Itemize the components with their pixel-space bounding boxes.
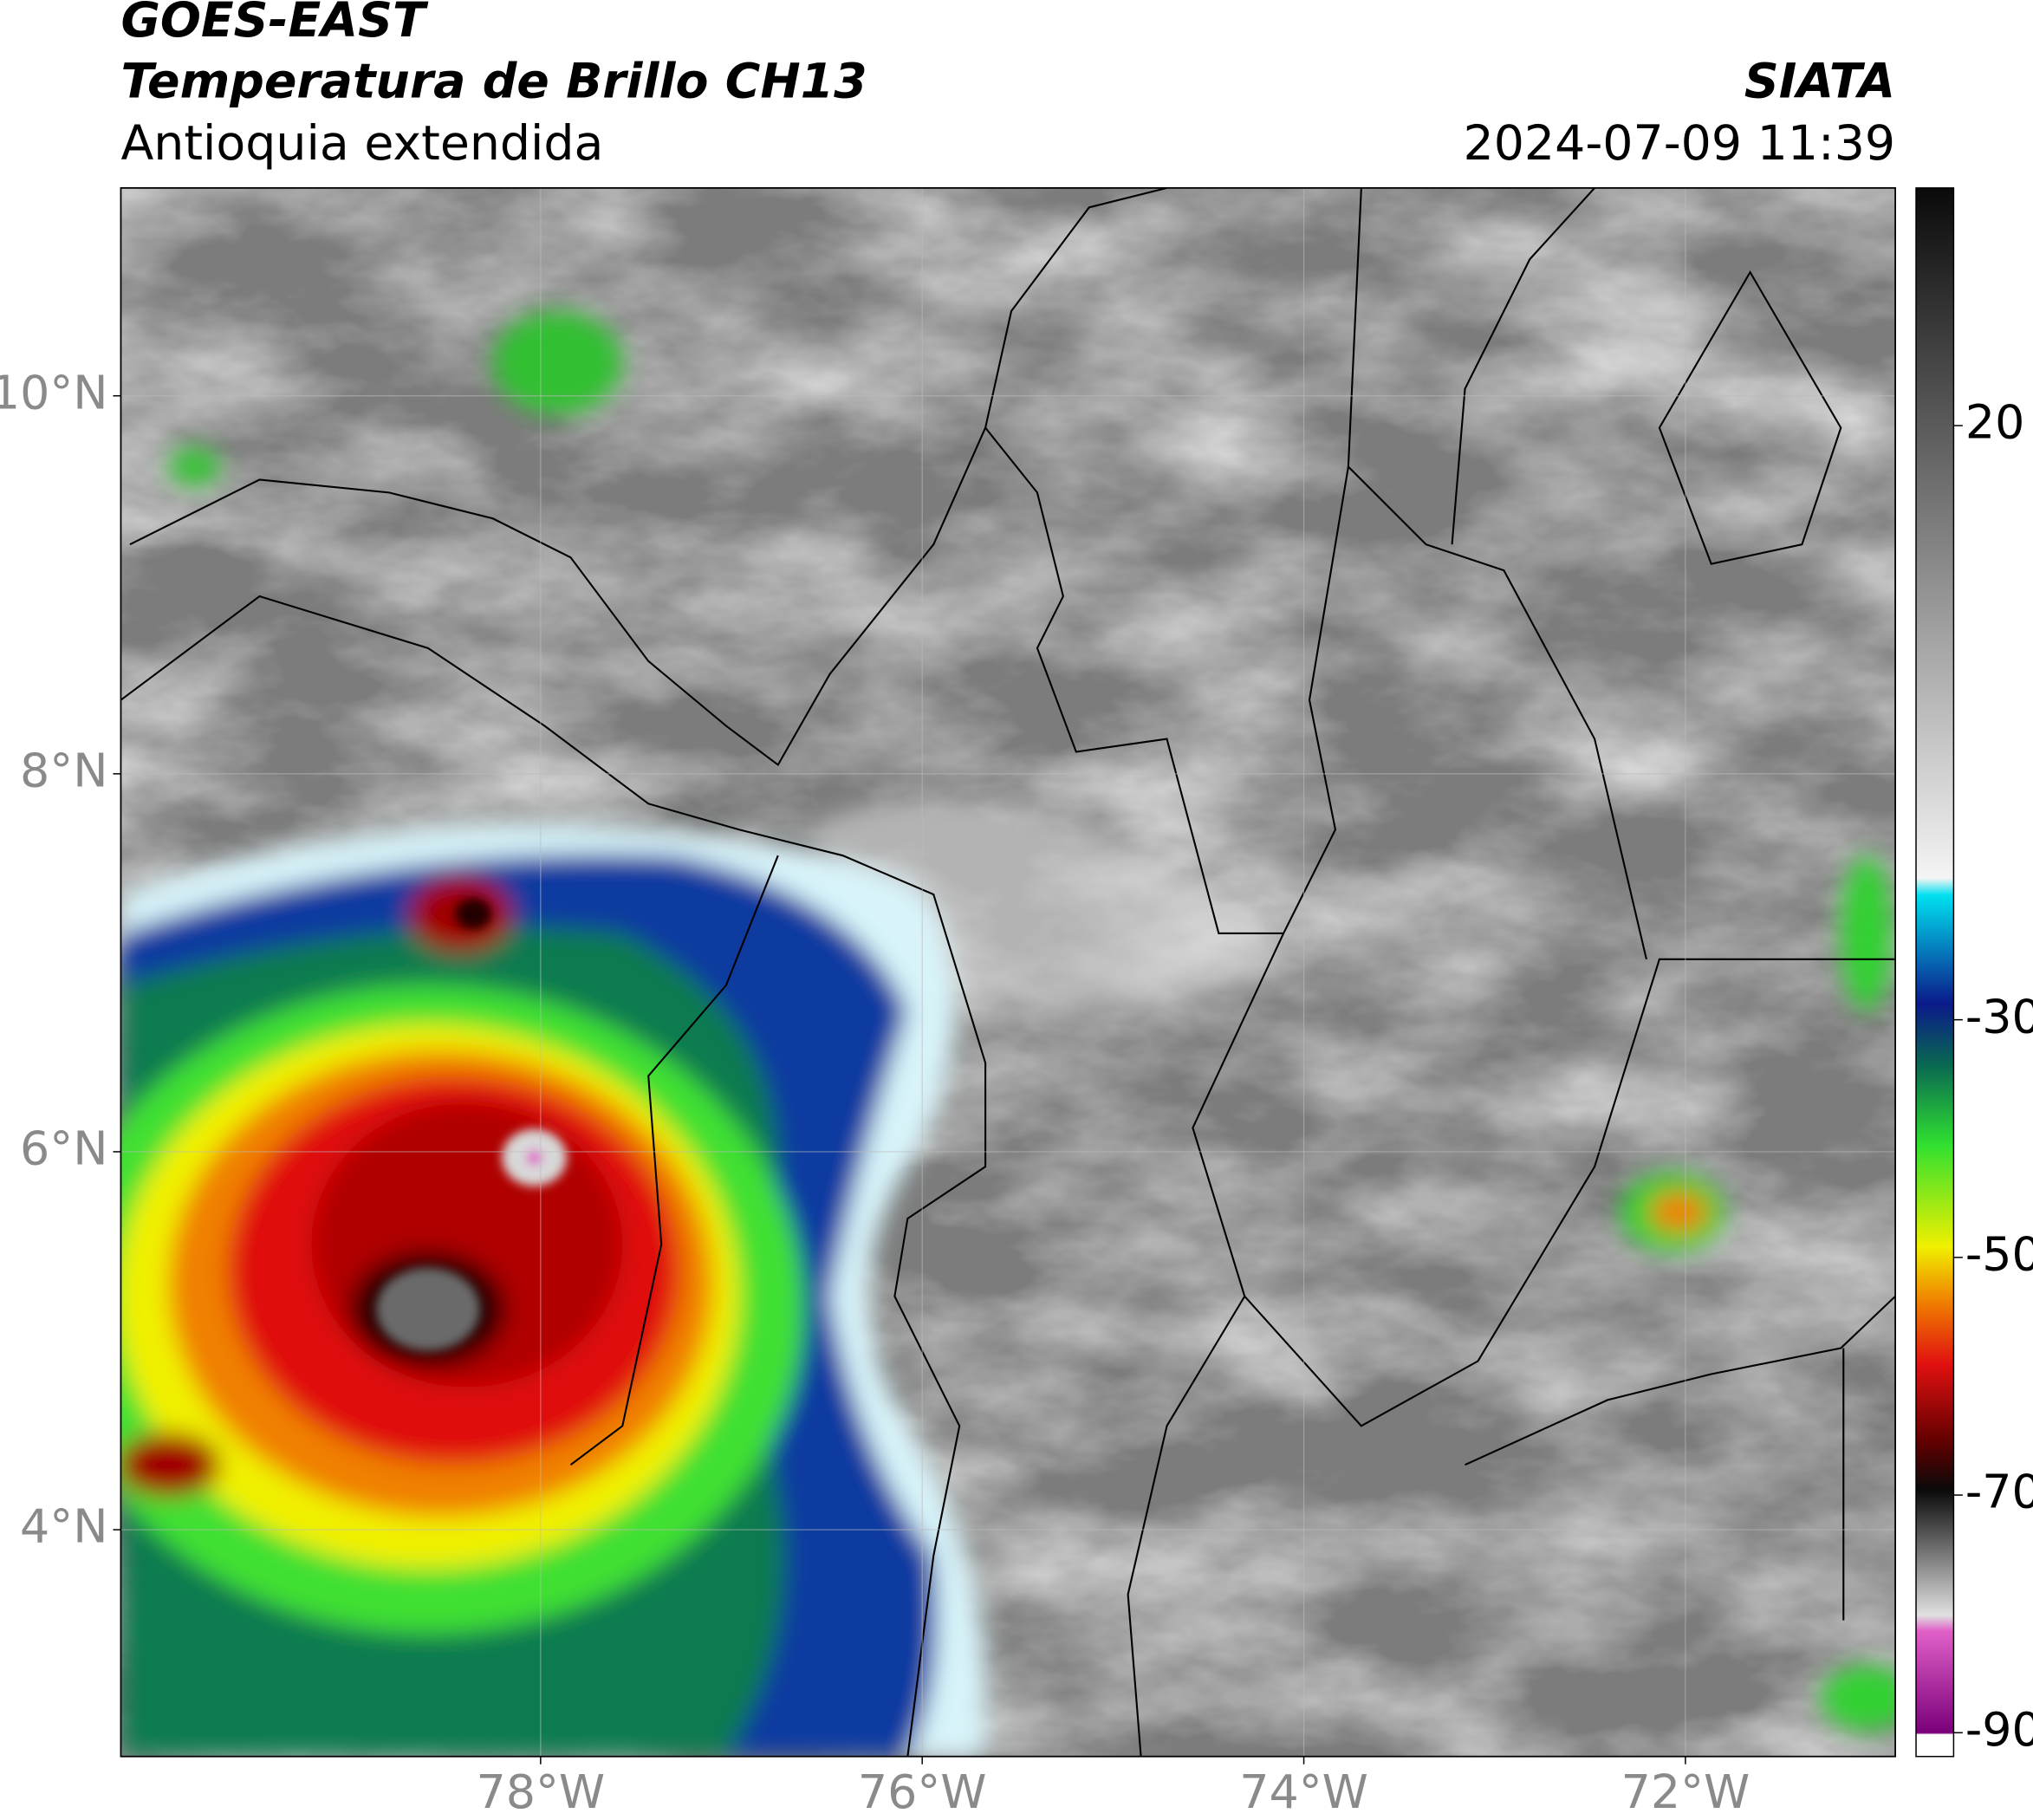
y-tick-label: 4°N (20, 1499, 107, 1554)
borders (120, 187, 1896, 1757)
y-tick-label: 8°N (20, 743, 107, 797)
title: GOES-EAST (120, 0, 429, 49)
region: Antioquia extendida (120, 116, 603, 172)
colorbar-tick-label: -90 (1965, 1702, 2033, 1757)
subtitle: Temperatura de Brillo CH13 (120, 54, 867, 109)
source: SIATA (1744, 54, 1895, 109)
x-tick-label: 76°W (858, 1765, 987, 1819)
timestamp: 2024-07-09 11:39 (1464, 116, 1896, 172)
colorbar-tick-label: 20 (1965, 395, 2025, 450)
colorbar-tick-label: -30 (1965, 989, 2033, 1043)
y-tick-label: 6°N (20, 1121, 107, 1176)
colorbar-tick-label: -50 (1965, 1226, 2033, 1281)
colorbar-tick-label: -70 (1965, 1465, 2033, 1519)
x-tick-label: 78°W (477, 1765, 606, 1819)
map-frame (120, 186, 1896, 1758)
colorbar (1915, 187, 1955, 1758)
x-tick-label: 72°W (1621, 1765, 1750, 1819)
satellite-image (120, 187, 1896, 1757)
x-tick-label: 74°W (1239, 1765, 1368, 1819)
y-tick-label: 10°N (0, 365, 107, 419)
